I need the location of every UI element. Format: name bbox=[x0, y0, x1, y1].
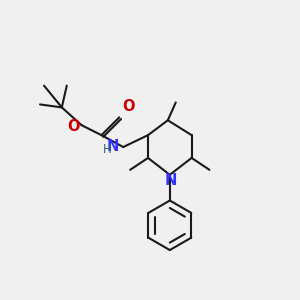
Text: N: N bbox=[107, 139, 119, 154]
Text: O: O bbox=[122, 99, 135, 114]
Text: N: N bbox=[165, 173, 177, 188]
Text: H: H bbox=[103, 142, 111, 155]
Text: O: O bbox=[67, 119, 80, 134]
